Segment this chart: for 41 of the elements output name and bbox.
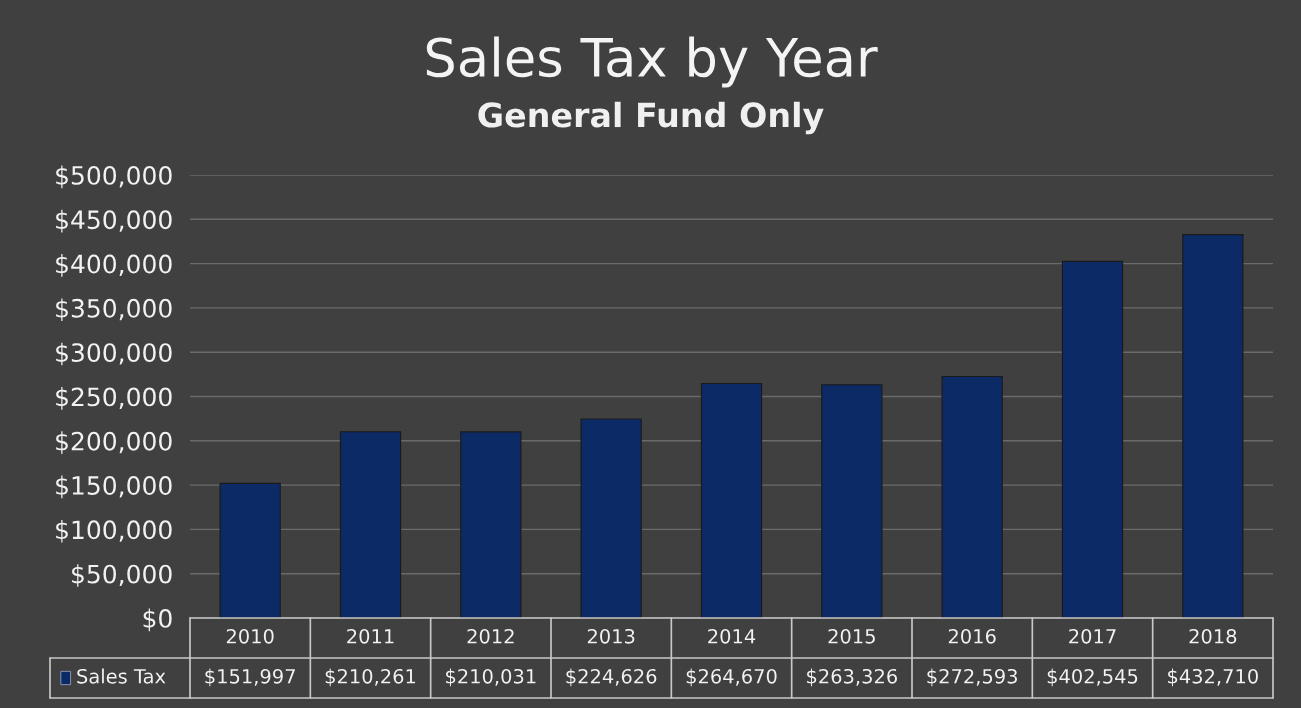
legend-label: Sales Tax (77, 668, 166, 684)
y-tick-label: $0 (143, 608, 172, 632)
chart-subtitle: General Fund Only (478, 101, 824, 135)
x-tick-label: 2010 (226, 628, 274, 644)
text: $224,626 (566, 668, 657, 687)
y-tick-label: $300,000 (56, 342, 172, 366)
x-tick-label: 2011 (347, 628, 394, 644)
y-tick-label: $400,000 (56, 254, 172, 277)
y-tick-label: $100,000 (56, 519, 172, 543)
bar (1061, 260, 1124, 618)
text: $264,670 (686, 668, 777, 687)
y-tick-label: $450,000 (56, 209, 172, 233)
text: $272,593 (927, 668, 1017, 687)
text: $263,326 (807, 668, 897, 687)
text: $151,997 (205, 668, 295, 687)
chart-title: Sales Tax by Year (426, 36, 878, 88)
y-tick-label: $250,000 (56, 387, 172, 410)
x-tick-label: 2018 (1189, 628, 1237, 644)
bar (941, 375, 1003, 618)
x-tick-label: 2017 (1069, 628, 1116, 644)
y-tick-label: $150,000 (56, 475, 172, 499)
x-tick-label: 2013 (587, 628, 635, 644)
bar (460, 431, 522, 618)
bar (339, 431, 402, 618)
x-tick-label: 2012 (467, 628, 514, 644)
y-tick-label: $500,000 (56, 165, 172, 189)
y-tick-label: $200,000 (56, 431, 172, 454)
x-tick-label: 2015 (828, 628, 875, 644)
bar (219, 482, 281, 618)
y-tick-label: $50,000 (72, 564, 172, 587)
text: $210,031 (446, 668, 536, 687)
bar (580, 418, 642, 618)
x-tick-label: 2014 (708, 628, 756, 644)
text: $402,545 (1047, 668, 1138, 687)
text: $432,710 (1168, 668, 1258, 687)
y-tick-label: $350,000 (56, 298, 172, 322)
bar (821, 384, 883, 618)
bar (700, 382, 763, 618)
x-tick-label: 2016 (948, 628, 996, 644)
bar (1182, 234, 1244, 618)
text: $210,261 (325, 668, 416, 687)
